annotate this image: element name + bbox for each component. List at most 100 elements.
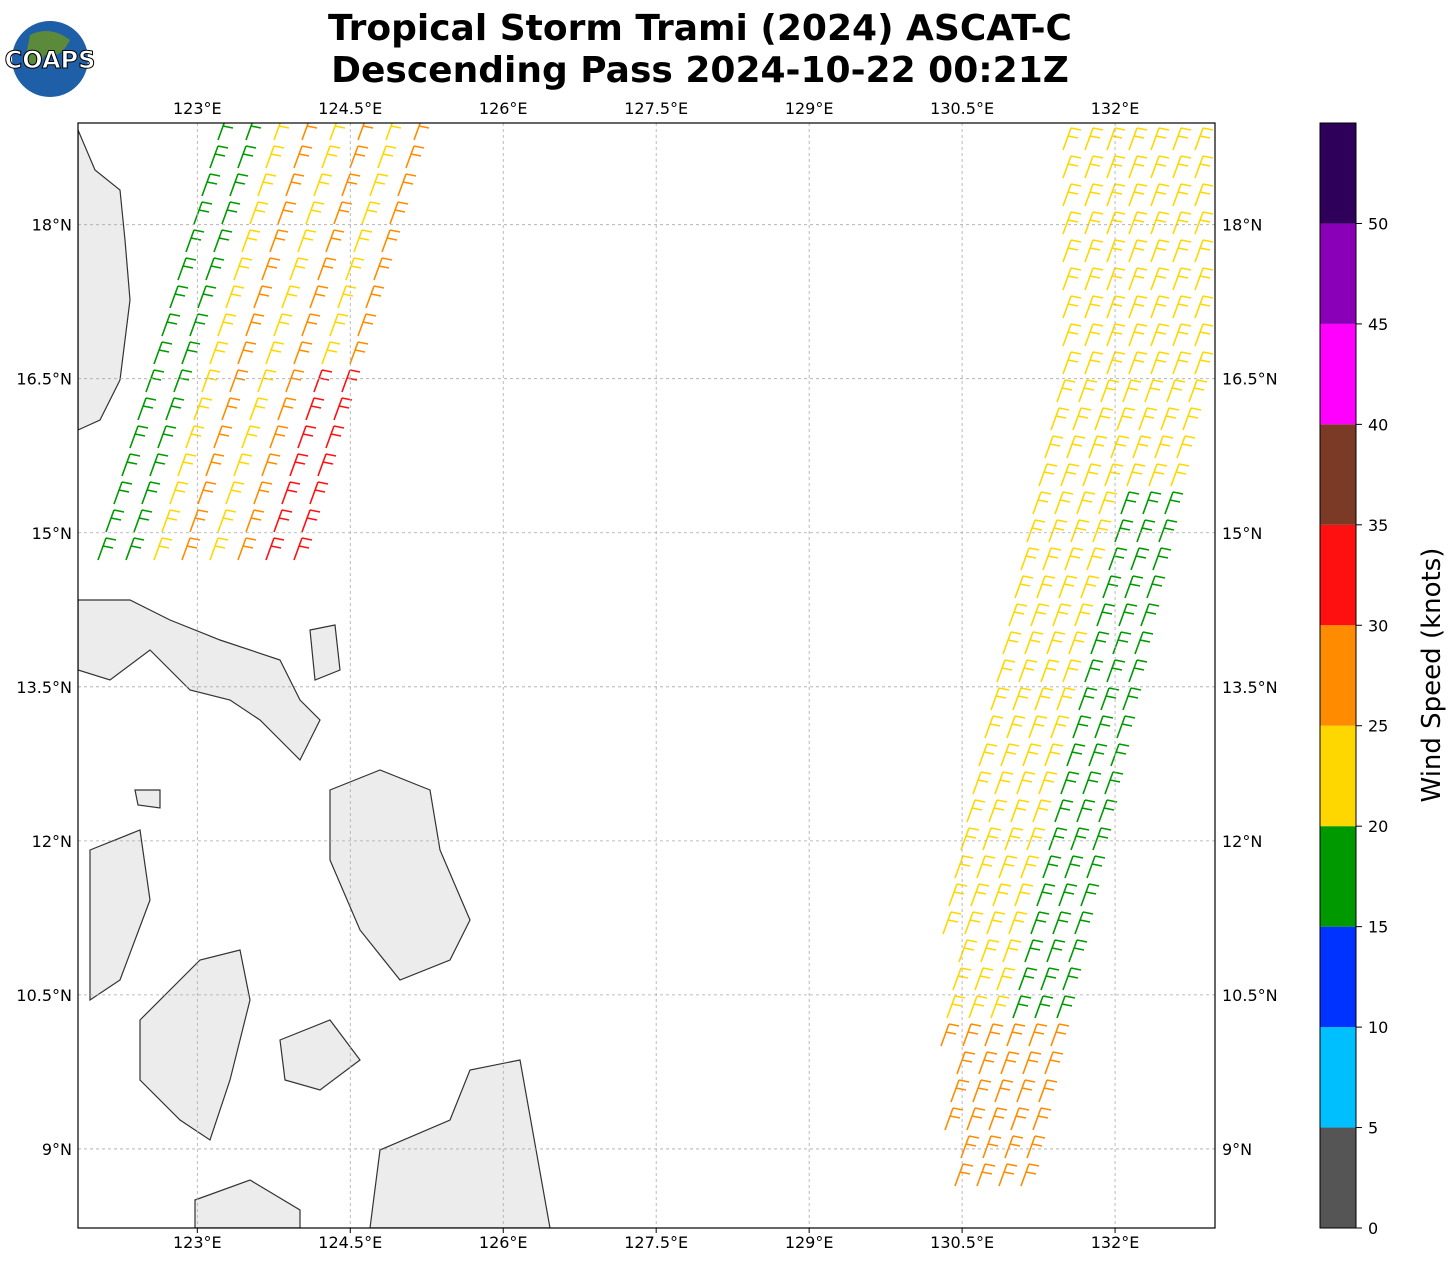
wind-barb	[1084, 127, 1104, 151]
wind-barb	[209, 145, 229, 169]
wind-barb	[1124, 575, 1144, 599]
wind-barb	[1032, 1107, 1052, 1131]
wind-barb	[177, 257, 197, 281]
wind-barb	[265, 145, 285, 169]
x-tick-label-top: 126°E	[479, 99, 528, 118]
colorbar-segment	[1320, 323, 1356, 425]
wind-barb	[225, 285, 245, 309]
wind-barb	[1134, 631, 1154, 655]
wind-barb	[1058, 883, 1078, 907]
colorbar-tick-label: 35	[1368, 516, 1388, 535]
wind-barb	[305, 397, 325, 421]
wind-barb	[1034, 687, 1054, 711]
wind-barb	[1056, 687, 1076, 711]
wind-barb	[1036, 883, 1056, 907]
colorbar-tick-label: 50	[1368, 214, 1388, 233]
wind-barb	[369, 173, 389, 197]
wind-barb	[1096, 603, 1116, 627]
land-catanduanes	[309, 624, 341, 681]
wind-barb	[1064, 855, 1084, 879]
wind-barb	[249, 201, 269, 225]
wind-barb	[289, 257, 309, 281]
wind-barb	[349, 145, 369, 169]
wind-barb	[1062, 267, 1082, 291]
wind-barb	[984, 1023, 1004, 1047]
wind-barb	[954, 1163, 974, 1187]
wind-barb	[1128, 267, 1148, 291]
wind-barb	[1092, 519, 1112, 543]
wind-barb	[1158, 519, 1178, 543]
x-tick-label: 123°E	[173, 1233, 222, 1252]
y-tick-label: 15°N	[32, 524, 72, 543]
wind-barb	[273, 123, 290, 141]
logo: COAPS	[4, 21, 96, 97]
wind-barb	[942, 911, 962, 935]
wind-barb	[1004, 827, 1024, 851]
colorbar-frame	[1319, 122, 1357, 1229]
wind-barb	[1094, 715, 1114, 739]
wind-barb	[321, 145, 341, 169]
wind-barb	[1084, 267, 1104, 291]
land-bohol	[279, 1019, 361, 1091]
wind-barb	[213, 425, 233, 449]
wind-barb	[1042, 855, 1062, 879]
wind-barb	[1016, 771, 1036, 795]
wind-barb	[97, 537, 117, 561]
wind-barb	[217, 123, 234, 141]
wind-barb	[337, 285, 357, 309]
colorbar-segment	[1320, 926, 1356, 1028]
wind-barb	[1150, 267, 1170, 291]
wind-barb	[105, 509, 125, 533]
wind-barb	[293, 537, 313, 561]
wind-barb	[269, 229, 289, 253]
wind-barb	[325, 229, 345, 253]
y-tick-label: 9°N	[42, 1140, 72, 1159]
wind-barb	[201, 369, 221, 393]
wind-barb	[1194, 211, 1214, 235]
wind-barb	[169, 481, 189, 505]
wind-barb	[1092, 827, 1112, 851]
wind-barb	[345, 257, 365, 281]
wind-barb	[1150, 295, 1170, 319]
wind-barb	[1114, 519, 1134, 543]
wind-barb	[1000, 1051, 1020, 1075]
wind-barb	[329, 123, 346, 141]
wind-barb	[1062, 155, 1082, 179]
wind-barb	[1170, 463, 1190, 487]
wind-barb	[1106, 211, 1126, 235]
wind-barb	[1072, 715, 1092, 739]
wind-barb	[357, 313, 377, 337]
wind-barb	[385, 123, 402, 141]
wind-barb	[1150, 323, 1170, 347]
wind-barb	[1130, 547, 1150, 571]
wind-barb	[1188, 379, 1208, 403]
wind-barb	[1098, 491, 1118, 515]
wind-barb	[277, 397, 297, 421]
wind-barb	[353, 229, 373, 253]
wind-barb	[169, 285, 189, 309]
wind-barb	[1036, 575, 1056, 599]
wind-barb	[944, 1107, 964, 1131]
wind-barb	[1052, 911, 1072, 935]
wind-barb	[1084, 659, 1104, 683]
wind-barb	[189, 509, 209, 533]
colorbar-segment	[1320, 223, 1356, 324]
wind-barb	[960, 1135, 980, 1159]
wind-barb	[986, 911, 1006, 935]
colorbar-segment	[1320, 625, 1356, 726]
y-tick-label: 12°N	[32, 832, 72, 851]
colorbar-segment	[1320, 524, 1356, 626]
wind-barb	[1118, 603, 1138, 627]
wind-barb	[281, 285, 301, 309]
wind-barb	[1060, 463, 1080, 487]
wind-barb	[333, 397, 353, 421]
wind-barb	[976, 1163, 996, 1187]
wind-barb	[1182, 407, 1202, 431]
wind-barb	[297, 425, 317, 449]
y-tick-label-right: 15°N	[1222, 524, 1262, 543]
wind-barb	[1070, 827, 1090, 851]
wind-barb	[153, 537, 173, 561]
wind-barb	[1074, 603, 1094, 627]
wind-barb	[269, 425, 289, 449]
wind-barb	[1024, 939, 1044, 963]
